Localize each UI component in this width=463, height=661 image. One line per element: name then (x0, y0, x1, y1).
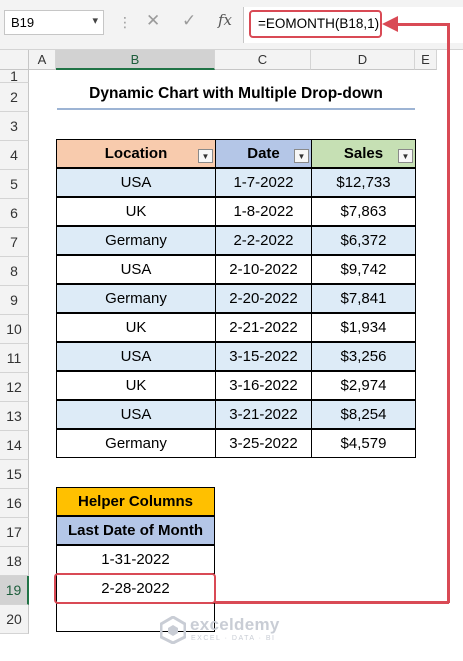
row-header-6[interactable]: 6 (0, 199, 29, 228)
row-header-12[interactable]: 12 (0, 373, 29, 402)
filter-dropdown-icon[interactable]: ▼ (198, 149, 213, 163)
table-row: Germany 3-25-2022 $4,579 (56, 429, 416, 458)
table-cell-sales[interactable]: $7,841 (311, 284, 416, 313)
sheet-title: Dynamic Chart with Multiple Drop-down (89, 85, 383, 102)
table-cell-location[interactable]: Germany (56, 284, 216, 313)
title-underline (57, 108, 415, 110)
header-label-sales: Sales (343, 145, 384, 162)
row-header-1[interactable]: 1 (0, 69, 29, 83)
watermark-name: exceldemy (190, 615, 280, 634)
row-header-2[interactable]: 2 (0, 83, 29, 112)
table-row: USA 1-7-2022 $12,733 (56, 168, 416, 197)
name-box[interactable]: B19 ▾ (4, 10, 104, 35)
exceldemy-logo-icon (160, 616, 186, 644)
table-cell-location[interactable]: UK (56, 197, 216, 226)
table-cell-location[interactable]: USA (56, 400, 216, 429)
helper-cell-b20[interactable] (56, 603, 215, 632)
filter-dropdown-icon[interactable]: ▼ (294, 149, 309, 163)
row-header-16[interactable]: 16 (0, 489, 29, 518)
table-cell-date[interactable]: 3-21-2022 (215, 400, 312, 429)
column-header-c[interactable]: C (215, 50, 311, 70)
table-cell-location[interactable]: Germany (56, 429, 216, 458)
table-cell-date[interactable]: 2-10-2022 (215, 255, 312, 284)
header-label-location: Location (104, 145, 168, 162)
table-row: USA 2-10-2022 $9,742 (56, 255, 416, 284)
watermark-tagline: EXCEL · DATA · BI (191, 635, 276, 642)
table-cell-date[interactable]: 1-7-2022 (215, 168, 312, 197)
table-cell-location[interactable]: USA (56, 342, 216, 371)
table-cell-date[interactable]: 2-21-2022 (215, 313, 312, 342)
arrow-left-icon (382, 16, 398, 32)
row-header-14[interactable]: 14 (0, 431, 29, 460)
table-cell-sales[interactable]: $1,934 (311, 313, 416, 342)
table-cell-location[interactable]: USA (56, 168, 216, 197)
header-label-date: Date (247, 145, 280, 162)
select-all-corner[interactable] (0, 50, 29, 70)
row-header-17[interactable]: 17 (0, 518, 29, 547)
table-cell-date[interactable]: 3-16-2022 (215, 371, 312, 400)
row-header-20[interactable]: 20 (0, 605, 29, 634)
table-row: Germany 2-20-2022 $7,841 (56, 284, 416, 313)
row-header-7[interactable]: 7 (0, 228, 29, 257)
row-header-19[interactable]: 19 (0, 576, 29, 605)
row-header-4[interactable]: 4 (0, 141, 29, 170)
last-date-of-month-header[interactable]: Last Date of Month (56, 516, 215, 545)
chevron-down-icon[interactable]: ▾ (92, 15, 98, 27)
table-cell-sales[interactable]: $2,974 (311, 371, 416, 400)
table-cell-location[interactable]: UK (56, 371, 216, 400)
connector-line-top (398, 23, 449, 26)
connector-line-vertical (447, 23, 450, 603)
column-header-d[interactable]: D (311, 50, 415, 70)
table-cell-sales[interactable]: $3,256 (311, 342, 416, 371)
row-header-9[interactable]: 9 (0, 286, 29, 315)
column-header-a[interactable]: A (29, 50, 56, 70)
row-header-3[interactable]: 3 (0, 112, 29, 141)
table-cell-date[interactable]: 2-2-2022 (215, 226, 312, 255)
row-header-18[interactable]: 18 (0, 547, 29, 576)
table-cell-date[interactable]: 2-20-2022 (215, 284, 312, 313)
name-box-value: B19 (11, 15, 35, 30)
table-header-location: Location (56, 139, 216, 168)
table-cell-date[interactable]: 1-8-2022 (215, 197, 312, 226)
row-header-5[interactable]: 5 (0, 170, 29, 199)
fx-icon[interactable]: fx (218, 11, 233, 29)
table-row: UK 2-21-2022 $1,934 (56, 313, 416, 342)
table-cell-location[interactable]: UK (56, 313, 216, 342)
column-header-e[interactable]: E (415, 50, 437, 70)
table-cell-sales[interactable]: $6,372 (311, 226, 416, 255)
cancel-icon[interactable]: ✕ (146, 11, 161, 30)
table-cell-sales[interactable]: $8,254 (311, 400, 416, 429)
exceldemy-watermark: exceldemy EXCEL · DATA · BI (160, 614, 310, 648)
selected-cell-highlight (54, 573, 216, 604)
table-row: USA 3-15-2022 $3,256 (56, 342, 416, 371)
row-header-11[interactable]: 11 (0, 344, 29, 373)
column-header-b[interactable]: B (56, 50, 215, 70)
row-header-15[interactable]: 15 (0, 460, 29, 489)
drag-handle-icon[interactable]: ⋮ (118, 14, 132, 30)
filter-dropdown-icon[interactable]: ▼ (398, 149, 413, 163)
table-cell-sales[interactable]: $9,742 (311, 255, 416, 284)
row-header-8[interactable]: 8 (0, 257, 29, 286)
row-header-10[interactable]: 10 (0, 315, 29, 344)
row-header-13[interactable]: 13 (0, 402, 29, 431)
table-cell-sales[interactable]: $7,863 (311, 197, 416, 226)
helper-cell-b18[interactable]: 1-31-2022 (56, 545, 215, 574)
table-cell-date[interactable]: 3-25-2022 (215, 429, 312, 458)
table-cell-location[interactable]: Germany (56, 226, 216, 255)
table-cell-sales[interactable]: $4,579 (311, 429, 416, 458)
connector-line-bottom (215, 601, 449, 604)
table-row: UK 1-8-2022 $7,863 (56, 197, 416, 226)
table-row: USA 3-21-2022 $8,254 (56, 400, 416, 429)
helper-columns-header[interactable]: Helper Columns (56, 487, 215, 516)
table-cell-date[interactable]: 3-15-2022 (215, 342, 312, 371)
table-cell-sales[interactable]: $12,733 (311, 168, 416, 197)
enter-icon[interactable]: ✓ (182, 11, 197, 30)
formula-text[interactable]: =EOMONTH(B18,1) (249, 10, 382, 38)
table-cell-location[interactable]: USA (56, 255, 216, 284)
table-row: UK 3-16-2022 $2,974 (56, 371, 416, 400)
table-row: Germany 2-2-2022 $6,372 (56, 226, 416, 255)
